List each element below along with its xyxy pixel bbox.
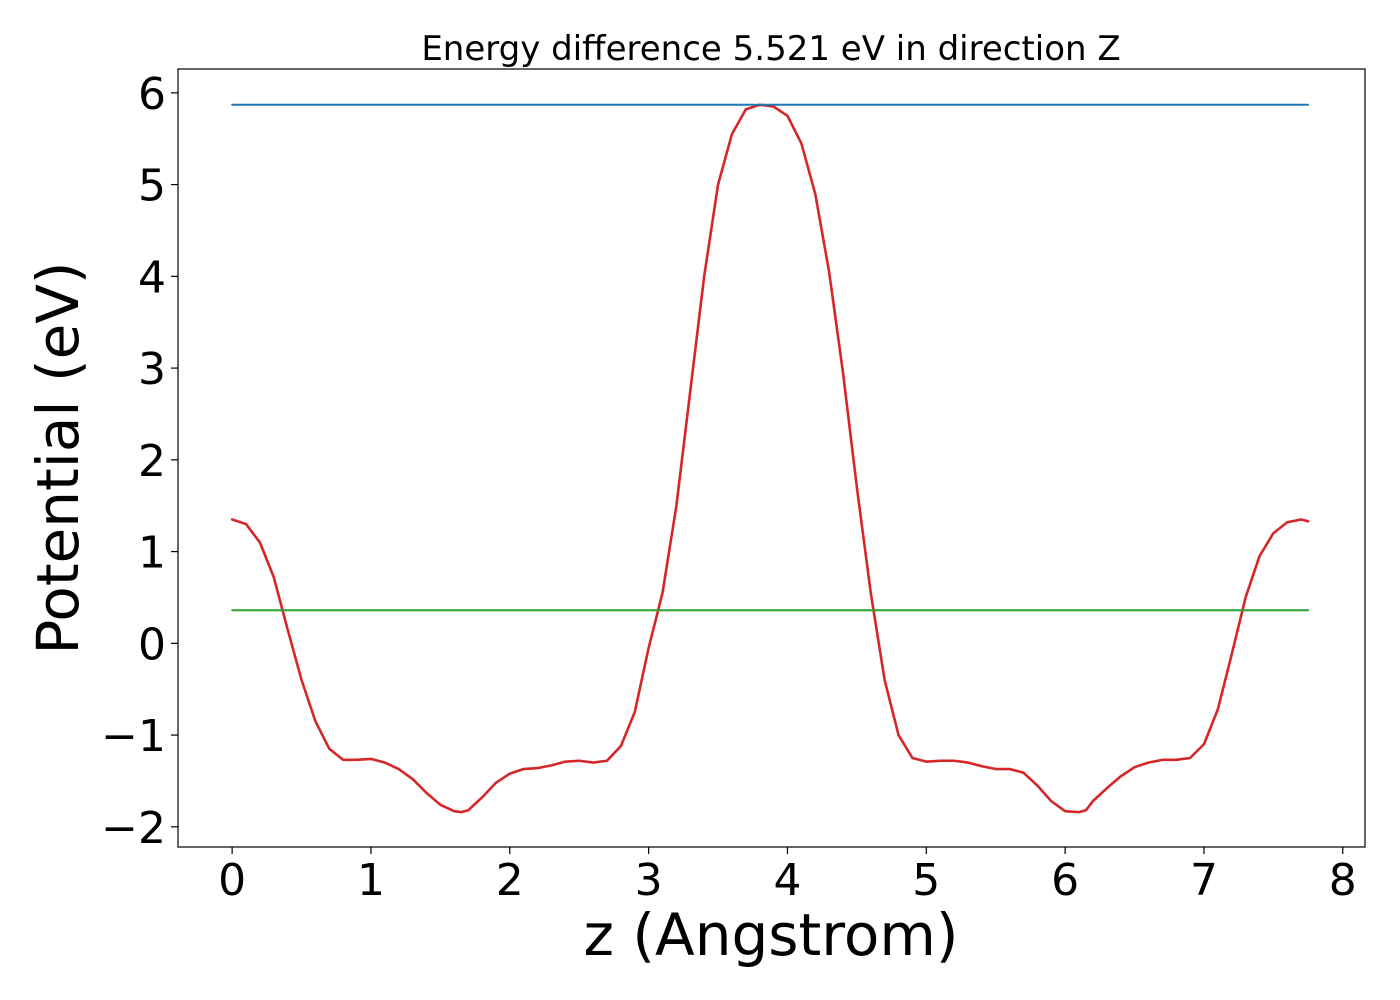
plot-frame: [177, 68, 1366, 848]
series-layer: [230, 103, 1310, 814]
y-tick-label: 5: [138, 161, 166, 212]
x-tick-label: 5: [912, 855, 940, 906]
y-tick-label: 0: [138, 619, 166, 670]
y-tick-label: 3: [138, 344, 166, 395]
x-tick-label: 0: [218, 855, 246, 906]
x-tick-label: 1: [357, 855, 385, 906]
y-tick-label: −1: [101, 711, 166, 762]
y-tick-label: 6: [138, 69, 166, 120]
chart-title: Energy difference 5.521 eV in direction …: [421, 29, 1120, 69]
y-axis-ticks: −2 −1 0 1 2 3 4 5 6: [101, 69, 178, 854]
potential-curve: [230, 103, 1310, 814]
y-axis-label: Potential (eV): [24, 261, 92, 654]
x-tick-label: 7: [1190, 855, 1218, 906]
y-tick-label: −2: [101, 803, 166, 854]
x-tick-label: 3: [635, 855, 663, 906]
x-tick-label: 6: [1051, 855, 1079, 906]
x-tick-label: 8: [1329, 855, 1357, 906]
y-tick-label: 1: [138, 528, 166, 579]
x-axis-label: z (Angstrom): [584, 901, 959, 969]
x-tick-label: 2: [496, 855, 524, 906]
y-tick-label: 2: [138, 436, 166, 487]
x-tick-label: 4: [773, 855, 801, 906]
x-axis-ticks: 0 1 2 3 4 5 6 7 8: [218, 847, 1357, 906]
y-tick-label: 4: [138, 252, 166, 303]
